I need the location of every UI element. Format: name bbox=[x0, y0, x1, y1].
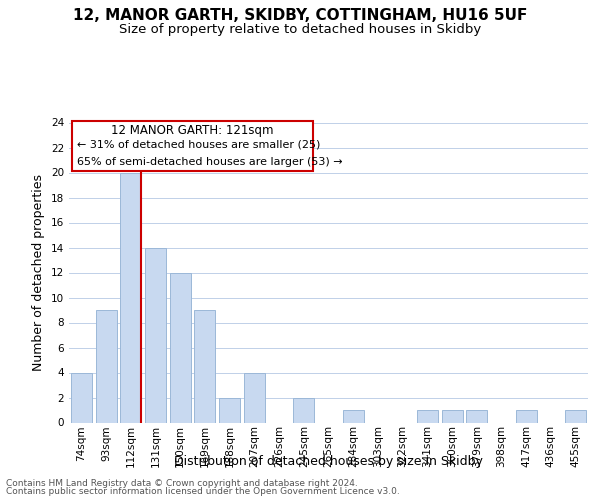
Bar bbox=[145, 248, 166, 422]
Bar bbox=[194, 310, 215, 422]
Y-axis label: Number of detached properties: Number of detached properties bbox=[32, 174, 46, 371]
Bar bbox=[466, 410, 487, 422]
Bar bbox=[293, 398, 314, 422]
Text: Contains public sector information licensed under the Open Government Licence v3: Contains public sector information licen… bbox=[6, 487, 400, 496]
Text: Size of property relative to detached houses in Skidby: Size of property relative to detached ho… bbox=[119, 22, 481, 36]
Text: ← 31% of detached houses are smaller (25): ← 31% of detached houses are smaller (25… bbox=[77, 140, 320, 150]
Bar bbox=[516, 410, 537, 422]
Text: 12, MANOR GARTH, SKIDBY, COTTINGHAM, HU16 5UF: 12, MANOR GARTH, SKIDBY, COTTINGHAM, HU1… bbox=[73, 8, 527, 22]
Bar bbox=[95, 310, 116, 422]
Text: 65% of semi-detached houses are larger (53) →: 65% of semi-detached houses are larger (… bbox=[77, 156, 343, 166]
Bar bbox=[219, 398, 240, 422]
Bar bbox=[417, 410, 438, 422]
Text: 12 MANOR GARTH: 121sqm: 12 MANOR GARTH: 121sqm bbox=[111, 124, 274, 137]
Bar bbox=[244, 372, 265, 422]
Bar bbox=[442, 410, 463, 422]
FancyBboxPatch shape bbox=[71, 121, 313, 170]
Bar bbox=[71, 372, 92, 422]
Bar bbox=[343, 410, 364, 422]
Bar bbox=[120, 172, 141, 422]
Bar bbox=[565, 410, 586, 422]
Text: Contains HM Land Registry data © Crown copyright and database right 2024.: Contains HM Land Registry data © Crown c… bbox=[6, 478, 358, 488]
Bar bbox=[170, 272, 191, 422]
Text: Distribution of detached houses by size in Skidby: Distribution of detached houses by size … bbox=[175, 454, 483, 468]
